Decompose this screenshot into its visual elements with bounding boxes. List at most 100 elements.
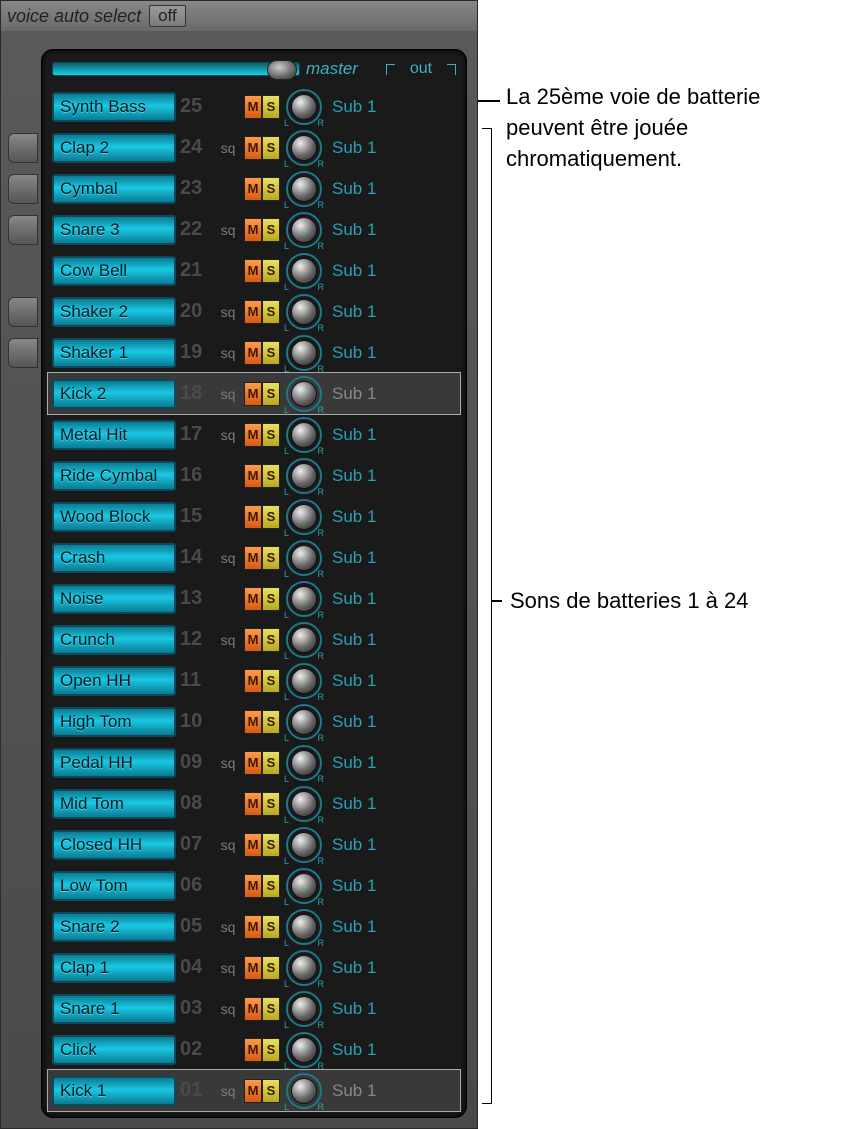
solo-button[interactable]: S <box>262 587 280 611</box>
mute-button[interactable]: M <box>244 874 262 898</box>
track-row[interactable]: Kick 101sqMSLRSub 1 <box>48 1070 460 1111</box>
solo-button[interactable]: S <box>262 751 280 775</box>
mute-button[interactable]: M <box>244 956 262 980</box>
output-sub-label[interactable]: Sub 1 <box>332 425 396 445</box>
output-sub-label[interactable]: Sub 1 <box>332 917 396 937</box>
solo-button[interactable]: S <box>262 874 280 898</box>
mute-button[interactable]: M <box>244 136 262 160</box>
track-side-tab[interactable] <box>8 215 38 245</box>
track-name[interactable]: Snare 3 <box>52 215 176 245</box>
output-sub-label[interactable]: Sub 1 <box>332 384 396 404</box>
track-row[interactable]: Clap 224sqMSLRSub 1 <box>48 127 460 168</box>
voice-auto-select-toggle[interactable]: off <box>149 5 186 27</box>
output-sub-label[interactable]: Sub 1 <box>332 630 396 650</box>
mute-button[interactable]: M <box>244 464 262 488</box>
pan-knob[interactable] <box>291 668 317 694</box>
pan-knob[interactable] <box>291 914 317 940</box>
mute-button[interactable]: M <box>244 382 262 406</box>
output-sub-label[interactable]: Sub 1 <box>332 835 396 855</box>
output-sub-label[interactable]: Sub 1 <box>332 1040 396 1060</box>
mute-button[interactable]: M <box>244 1079 262 1103</box>
pan-knob[interactable] <box>291 422 317 448</box>
pan-knob[interactable] <box>291 750 317 776</box>
track-name[interactable]: Pedal HH <box>52 748 176 778</box>
mute-button[interactable]: M <box>244 628 262 652</box>
pan-knob[interactable] <box>291 955 317 981</box>
mute-button[interactable]: M <box>244 1038 262 1062</box>
track-row[interactable]: Crash14sqMSLRSub 1 <box>48 537 460 578</box>
track-side-tab[interactable] <box>8 297 38 327</box>
output-sub-label[interactable]: Sub 1 <box>332 589 396 609</box>
solo-button[interactable]: S <box>262 218 280 242</box>
track-name[interactable]: Crunch <box>52 625 176 655</box>
mute-button[interactable]: M <box>244 177 262 201</box>
track-name[interactable]: Snare 1 <box>52 994 176 1024</box>
master-volume-thumb[interactable] <box>267 60 297 80</box>
solo-button[interactable]: S <box>262 95 280 119</box>
track-row[interactable]: Closed HH07sqMSLRSub 1 <box>48 824 460 865</box>
output-sub-label[interactable]: Sub 1 <box>332 712 396 732</box>
track-row[interactable]: Mid Tom08MSLRSub 1 <box>48 783 460 824</box>
track-row[interactable]: High Tom10MSLRSub 1 <box>48 701 460 742</box>
output-sub-label[interactable]: Sub 1 <box>332 958 396 978</box>
solo-button[interactable]: S <box>262 177 280 201</box>
track-row[interactable]: Snare 103sqMSLRSub 1 <box>48 988 460 1029</box>
master-volume-slider[interactable] <box>52 62 300 76</box>
pan-knob[interactable] <box>291 258 317 284</box>
pan-knob[interactable] <box>291 791 317 817</box>
track-name[interactable]: Crash <box>52 543 176 573</box>
solo-button[interactable]: S <box>262 505 280 529</box>
solo-button[interactable]: S <box>262 833 280 857</box>
track-name[interactable]: Open HH <box>52 666 176 696</box>
solo-button[interactable]: S <box>262 915 280 939</box>
solo-button[interactable]: S <box>262 464 280 488</box>
solo-button[interactable]: S <box>262 1079 280 1103</box>
mute-button[interactable]: M <box>244 669 262 693</box>
track-name[interactable]: Wood Block <box>52 502 176 532</box>
track-row[interactable]: Metal Hit17sqMSLRSub 1 <box>48 414 460 455</box>
track-name[interactable]: High Tom <box>52 707 176 737</box>
mute-button[interactable]: M <box>244 792 262 816</box>
pan-knob[interactable] <box>291 1078 317 1104</box>
mute-button[interactable]: M <box>244 833 262 857</box>
track-name[interactable]: Noise <box>52 584 176 614</box>
pan-knob[interactable] <box>291 217 317 243</box>
pan-knob[interactable] <box>291 627 317 653</box>
mute-button[interactable]: M <box>244 95 262 119</box>
solo-button[interactable]: S <box>262 136 280 160</box>
track-row[interactable]: Crunch12sqMSLRSub 1 <box>48 619 460 660</box>
pan-knob[interactable] <box>291 873 317 899</box>
pan-knob[interactable] <box>291 504 317 530</box>
pan-knob[interactable] <box>291 176 317 202</box>
pan-knob[interactable] <box>291 709 317 735</box>
track-name[interactable]: Closed HH <box>52 830 176 860</box>
track-row[interactable]: Shaker 220sqMSLRSub 1 <box>48 291 460 332</box>
output-sub-label[interactable]: Sub 1 <box>332 138 396 158</box>
track-name[interactable]: Click <box>52 1035 176 1065</box>
output-sub-label[interactable]: Sub 1 <box>332 261 396 281</box>
pan-knob[interactable] <box>291 340 317 366</box>
solo-button[interactable]: S <box>262 956 280 980</box>
solo-button[interactable]: S <box>262 546 280 570</box>
mute-button[interactable]: M <box>244 997 262 1021</box>
output-sub-label[interactable]: Sub 1 <box>332 753 396 773</box>
solo-button[interactable]: S <box>262 997 280 1021</box>
mute-button[interactable]: M <box>244 751 262 775</box>
track-name[interactable]: Cymbal <box>52 174 176 204</box>
output-sub-label[interactable]: Sub 1 <box>332 302 396 322</box>
mute-button[interactable]: M <box>244 423 262 447</box>
track-row[interactable]: Click02MSLRSub 1 <box>48 1029 460 1070</box>
solo-button[interactable]: S <box>262 792 280 816</box>
pan-knob[interactable] <box>291 1037 317 1063</box>
track-row[interactable]: Cymbal23MSLRSub 1 <box>48 168 460 209</box>
track-name[interactable]: Low Tom <box>52 871 176 901</box>
track-row[interactable]: Synth Bass25MSLRSub 1 <box>48 86 460 127</box>
track-name[interactable]: Cow Bell <box>52 256 176 286</box>
output-sub-label[interactable]: Sub 1 <box>332 179 396 199</box>
output-sub-label[interactable]: Sub 1 <box>332 343 396 363</box>
track-row[interactable]: Cow Bell21MSLRSub 1 <box>48 250 460 291</box>
pan-knob[interactable] <box>291 463 317 489</box>
output-sub-label[interactable]: Sub 1 <box>332 876 396 896</box>
solo-button[interactable]: S <box>262 300 280 324</box>
solo-button[interactable]: S <box>262 259 280 283</box>
